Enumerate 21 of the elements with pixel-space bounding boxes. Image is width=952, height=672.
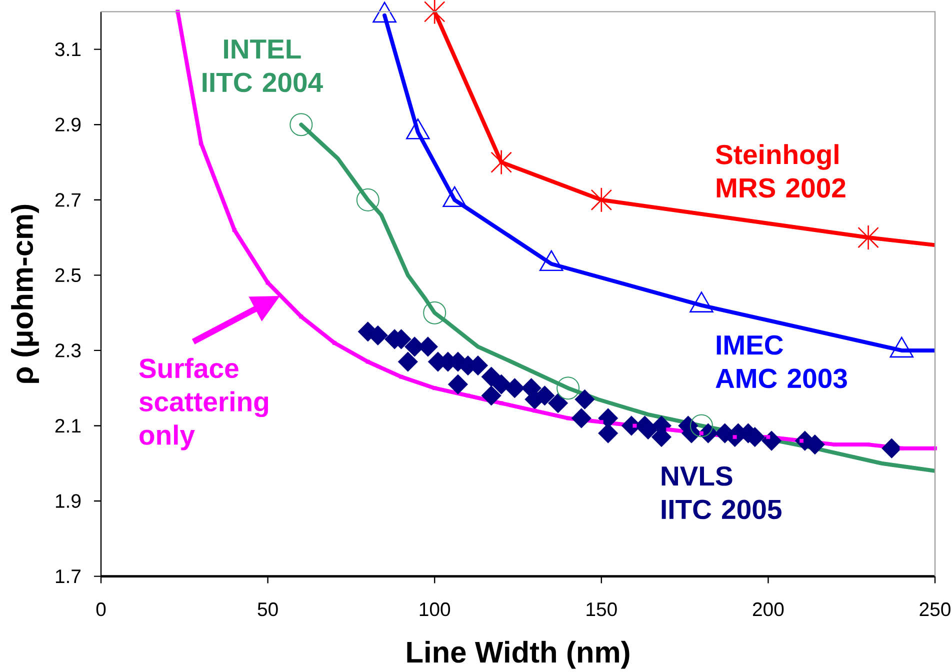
x-tick-label: 0 bbox=[96, 602, 106, 616]
series-label: INTEL IITC 2004 bbox=[202, 40, 323, 92]
series-label: IMEC AMC 2003 bbox=[716, 335, 847, 388]
legend-label: Surface scattering only bbox=[139, 358, 268, 450]
x-axis-title: Line Width (nm) bbox=[407, 640, 630, 669]
y-tick-label: 2.7 bbox=[55, 193, 81, 207]
x-tick-label: 200 bbox=[752, 602, 784, 616]
y-axis-title: ρ (μohm-cm) bbox=[11, 204, 39, 383]
y-tick-label: 2.3 bbox=[55, 344, 81, 358]
y-tick-label: 2.9 bbox=[55, 118, 81, 132]
y-tick-label: 2.1 bbox=[55, 418, 81, 433]
y-tick-label: 1.7 bbox=[56, 570, 81, 583]
y-tick-label: 1.9 bbox=[56, 494, 81, 508]
x-tick-label: 100 bbox=[420, 602, 450, 616]
x-tick-label: 150 bbox=[586, 602, 617, 616]
series-label: NVLS IITC 2005 bbox=[662, 466, 782, 520]
y-tick-label: 2.5 bbox=[55, 268, 81, 282]
x-tick-label: 50 bbox=[258, 602, 278, 616]
x-tick-label: 250 bbox=[920, 602, 950, 616]
y-tick-label: 3.1 bbox=[55, 42, 81, 56]
series-label: Steinhogl MRS 2002 bbox=[716, 144, 846, 198]
